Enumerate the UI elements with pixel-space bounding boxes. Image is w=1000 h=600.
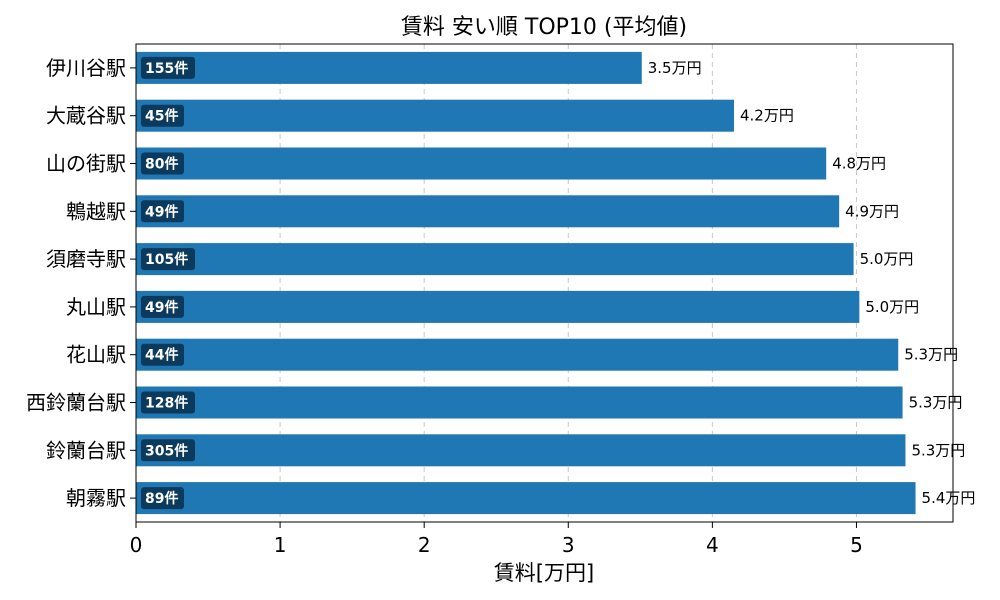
value-label: 5.4万円 [922, 489, 976, 507]
category-label: 朝霧駅 [66, 486, 126, 510]
bar [136, 290, 860, 323]
count-label: 155件 [145, 60, 188, 77]
count-label: 80件 [145, 156, 178, 173]
bar [136, 195, 840, 228]
category-label: 須磨寺駅 [46, 247, 126, 271]
plot-frame [135, 43, 954, 523]
value-label: 4.9万円 [845, 202, 899, 220]
count-label: 305件 [145, 442, 188, 459]
count-badge [141, 248, 195, 271]
chart-title: 賃料 安い順 TOP10 (平均値) [401, 15, 687, 40]
category-label: 丸山駅 [66, 295, 126, 319]
bar [136, 482, 916, 515]
x-tick-label: 1 [274, 533, 287, 557]
value-label: 5.0万円 [860, 250, 914, 268]
category-label: 鈴蘭台駅 [46, 438, 126, 462]
category-label: 鵯越駅 [66, 199, 126, 223]
count-badge [141, 295, 184, 318]
x-tick-label: 0 [130, 533, 143, 557]
count-badge [141, 104, 184, 127]
category-label: 大蔵谷駅 [46, 104, 126, 128]
value-label: 3.5万円 [648, 59, 702, 77]
count-badge [141, 152, 184, 175]
count-label: 45件 [145, 108, 178, 125]
category-label: 山の街駅 [46, 152, 126, 176]
bar [136, 338, 899, 371]
bar [136, 99, 734, 132]
count-label: 44件 [145, 347, 178, 364]
value-label: 4.8万円 [832, 155, 886, 173]
count-badge [141, 487, 184, 510]
bar [136, 434, 906, 467]
value-label: 4.2万円 [740, 107, 794, 125]
bar [136, 51, 642, 84]
bars-layer: 3.5万円 155件 4.2万円 45件 4.8万円 80件 4.9万円 49件 5.0万円 10… [136, 51, 976, 515]
category-label: 伊川谷駅 [46, 56, 126, 80]
ticks-layer: 0 1 2 3 4 5 伊川谷駅大蔵谷駅山の街駅鵯越駅須磨寺駅丸山駅花山駅西鈴蘭台駅鈴蘭台駅… [26, 56, 863, 557]
category-label: 西鈴蘭台駅 [26, 391, 126, 415]
x-tick-label: 5 [850, 533, 863, 557]
category-label: 花山駅 [66, 343, 126, 367]
x-axis-label: 賃料[万円] [494, 561, 594, 585]
count-label: 49件 [145, 203, 178, 220]
value-label: 5.3万円 [904, 346, 958, 364]
count-badge [141, 56, 195, 79]
bar [136, 147, 827, 180]
bar [136, 243, 854, 276]
count-badge [141, 343, 184, 366]
count-badge [141, 439, 195, 462]
value-label: 5.0万円 [865, 298, 919, 316]
bar [136, 386, 903, 419]
x-tick-label: 2 [418, 533, 431, 557]
count-label: 49件 [145, 299, 178, 316]
count-badge [141, 391, 195, 414]
count-label: 105件 [145, 251, 188, 268]
value-label: 5.3万円 [909, 394, 963, 412]
x-tick-label: 4 [706, 533, 719, 557]
count-label: 89件 [145, 490, 178, 507]
count-label: 128件 [145, 395, 188, 412]
value-label: 5.3万円 [911, 441, 965, 459]
count-badge [141, 200, 184, 223]
x-tick-label: 3 [562, 533, 575, 557]
